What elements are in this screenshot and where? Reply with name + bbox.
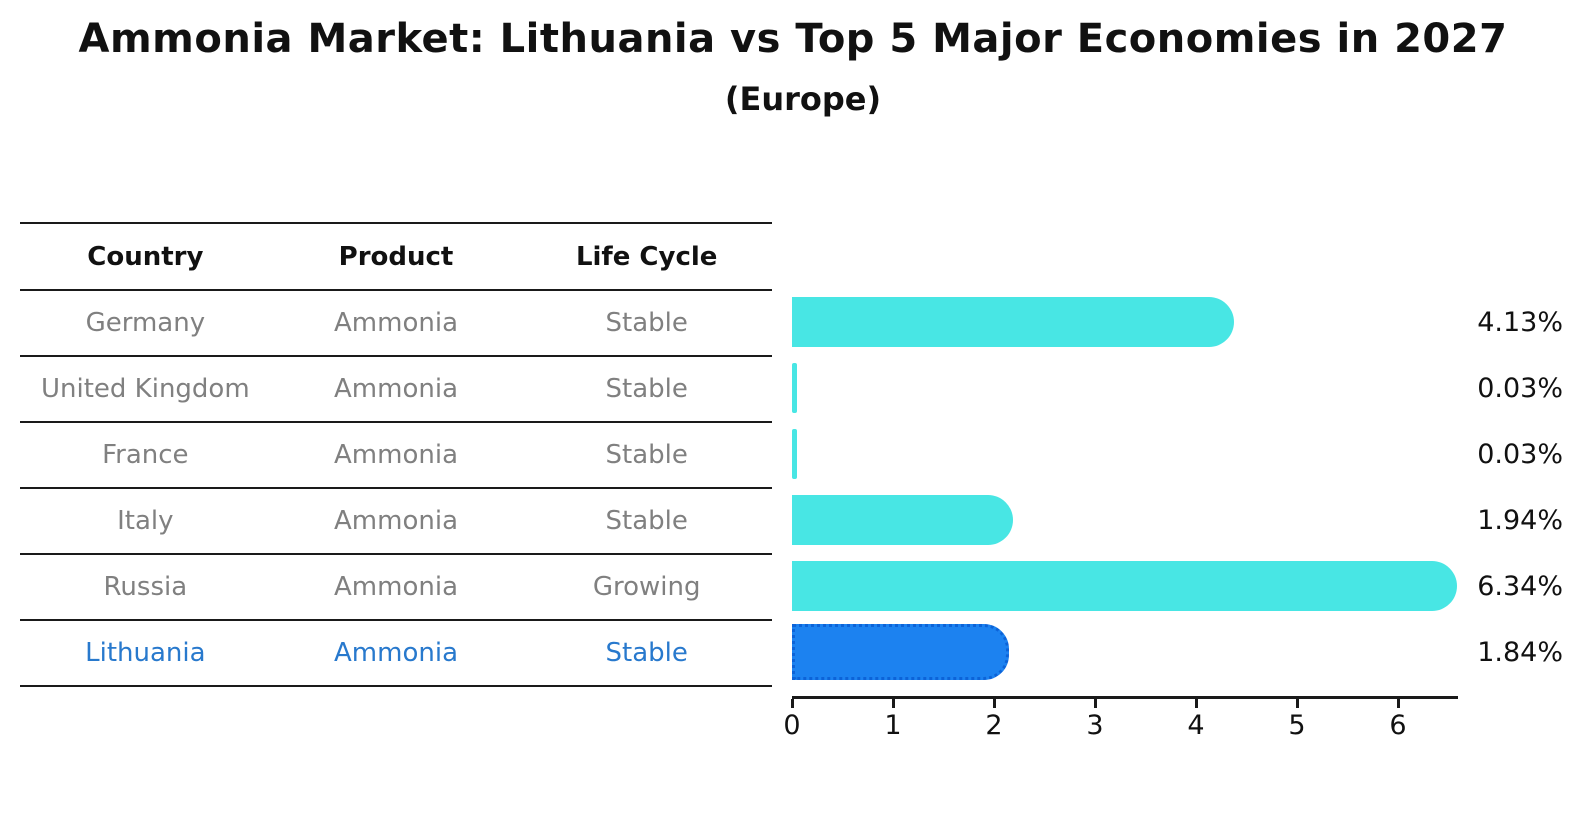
value-label-column: 4.13% 0.03% 0.03% 1.94% 6.34% 1.84% — [1418, 289, 1563, 685]
table-row-russia: Russia Ammonia Growing — [20, 555, 772, 621]
value-label-italy: 1.94% — [1477, 504, 1563, 536]
table-cell-country: Russia — [103, 572, 188, 602]
value-label-united-kingdom: 0.03% — [1477, 372, 1563, 404]
x-axis-tick — [892, 699, 895, 708]
table-row-italy: Italy Ammonia Stable — [20, 489, 772, 555]
x-axis-tick-label: 5 — [1288, 710, 1306, 741]
table-cell-product: Ammonia — [334, 374, 458, 404]
table-row-united-kingdom: United Kingdom Ammonia Stable — [20, 357, 772, 423]
column-header-life-cycle: Life Cycle — [575, 241, 718, 272]
x-axis-line — [792, 696, 1458, 699]
x-axis-tick-label: 0 — [783, 710, 801, 741]
table-cell-product: Ammonia — [334, 506, 458, 536]
bar-russia — [792, 561, 1457, 611]
x-axis-tick-label: 6 — [1389, 710, 1407, 741]
x-axis-tick — [1094, 699, 1097, 708]
bar-france — [792, 429, 797, 479]
column-header-country: Country — [87, 241, 204, 272]
x-axis-tick — [993, 699, 996, 708]
value-label-germany: 4.13% — [1477, 306, 1563, 338]
table-row-germany: Germany Ammonia Stable — [20, 291, 772, 357]
table-row-lithuania: Lithuania Ammonia Stable — [20, 621, 772, 687]
x-axis-tick-label: 3 — [1086, 710, 1104, 741]
chart-title: Ammonia Market: Lithuania vs Top 5 Major… — [78, 16, 1508, 62]
table-cell-product: Ammonia — [334, 308, 458, 338]
table-cell-country: United Kingdom — [40, 374, 250, 404]
table-body: Germany Ammonia Stable United Kingdom Ammoni… — [20, 291, 772, 687]
table-cell-product: Ammonia — [334, 572, 458, 602]
table-cell-country: Germany — [85, 308, 206, 338]
table-cell-product: Ammonia — [334, 638, 458, 668]
bar-italy — [792, 495, 1013, 545]
x-axis-tick-label: 1 — [884, 710, 902, 741]
table-cell-life-cycle: Stable — [605, 506, 688, 536]
value-label-russia: 6.34% — [1477, 570, 1563, 602]
bar-germany — [792, 297, 1234, 347]
table-cell-country: Italy — [117, 506, 174, 536]
comparison-table: Country Product Life Cycle Germany Ammoni… — [20, 222, 772, 687]
table-cell-product: Ammonia — [334, 440, 458, 470]
bar-united-kingdom — [792, 363, 797, 413]
column-header-product: Product — [338, 241, 454, 272]
table-row-france: France Ammonia Stable — [20, 423, 772, 489]
table-cell-life-cycle: Stable — [605, 374, 688, 404]
bar-plot-area — [792, 289, 1492, 685]
table-cell-life-cycle: Stable — [605, 638, 688, 668]
x-axis-tick — [1397, 699, 1400, 708]
x-axis-tick — [1195, 699, 1198, 708]
x-axis-tick-label: 2 — [985, 710, 1003, 741]
table-cell-country: France — [102, 440, 189, 470]
bar-lithuania — [792, 624, 1009, 680]
table-header-row: Country Product Life Cycle — [20, 224, 772, 291]
table-cell-life-cycle: Stable — [605, 308, 688, 338]
x-axis-tick — [1296, 699, 1299, 708]
table-cell-country: Lithuania — [85, 638, 206, 668]
table-cell-life-cycle: Growing — [592, 572, 701, 602]
table-cell-life-cycle: Stable — [605, 440, 688, 470]
value-label-lithuania: 1.84% — [1477, 636, 1563, 668]
value-label-france: 0.03% — [1477, 438, 1563, 470]
x-axis-tick-label: 4 — [1187, 710, 1205, 741]
x-axis-tick — [791, 699, 794, 708]
chart-subtitle: (Europe) — [724, 80, 882, 118]
